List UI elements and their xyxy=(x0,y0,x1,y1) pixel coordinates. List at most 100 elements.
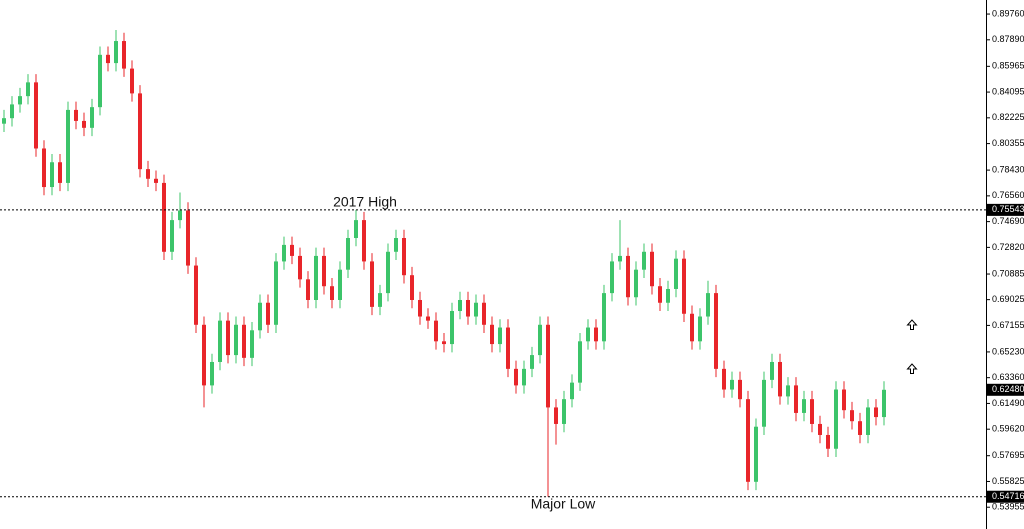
price-tag xyxy=(987,490,1024,503)
candle-body xyxy=(474,302,478,317)
candle-body xyxy=(674,258,678,289)
candle-body xyxy=(786,385,790,397)
candle-body xyxy=(866,407,870,435)
candle-body xyxy=(242,324,246,358)
candle-body xyxy=(802,399,806,413)
candle-body xyxy=(538,324,542,356)
candle-body xyxy=(434,320,438,342)
candle-body xyxy=(58,162,62,183)
candle-body xyxy=(378,293,382,307)
candle-body xyxy=(882,389,886,418)
candle-body xyxy=(146,169,150,179)
candle-body xyxy=(210,361,214,386)
candle-body xyxy=(818,423,822,435)
candle-body xyxy=(66,109,70,183)
candle-body xyxy=(842,389,846,411)
candle-body xyxy=(850,410,854,422)
candle-body xyxy=(162,182,166,252)
y-tick-label: 0.70885 xyxy=(992,268,1024,278)
candle-body xyxy=(370,261,374,307)
y-tick-label: 0.85965 xyxy=(992,61,1024,71)
y-tick-label: 0.80355 xyxy=(992,138,1024,148)
candle-body xyxy=(562,399,566,424)
candle-body xyxy=(770,361,774,380)
y-tick-label: 0.82225 xyxy=(992,112,1024,122)
candle-body xyxy=(186,210,190,266)
candle-body xyxy=(778,361,782,397)
candle-body xyxy=(442,341,446,345)
candle-body xyxy=(690,313,694,342)
candle-body xyxy=(154,178,158,183)
y-tick-label: 0.61490 xyxy=(992,398,1024,408)
candle-body xyxy=(314,255,318,300)
candle-body xyxy=(418,299,422,317)
candle-body xyxy=(666,288,670,303)
candle-body xyxy=(490,324,494,345)
candle-body xyxy=(362,220,366,262)
candle-body xyxy=(298,255,302,280)
candle-body xyxy=(794,385,798,413)
candle-body xyxy=(610,261,614,294)
candle-body xyxy=(394,238,398,252)
candle-body xyxy=(218,320,222,362)
candle-body xyxy=(570,382,574,400)
candle-body xyxy=(74,109,78,121)
candle-body xyxy=(178,210,182,221)
annotation: Major Low xyxy=(531,495,596,511)
y-tick-label: 0.72820 xyxy=(992,242,1024,252)
candle-body xyxy=(170,220,174,252)
candle-body xyxy=(26,82,30,97)
candle-body xyxy=(258,302,262,331)
candle-body xyxy=(50,162,54,188)
candle-body xyxy=(754,426,758,482)
candle-body xyxy=(650,251,654,287)
y-tick-label: 0.63360 xyxy=(992,372,1024,382)
candle-body xyxy=(546,324,550,408)
candle-body xyxy=(514,368,518,386)
candle-body xyxy=(282,244,286,262)
candle-body xyxy=(306,279,310,300)
candle-body xyxy=(322,255,326,287)
candle-body xyxy=(34,82,38,149)
candle-body xyxy=(338,269,342,300)
candle-body xyxy=(706,293,710,317)
candle-body xyxy=(2,118,6,124)
y-tick-label: 0.69025 xyxy=(992,294,1024,304)
candle-body xyxy=(498,327,502,345)
candle-body xyxy=(274,261,278,325)
candle-body xyxy=(530,355,534,369)
candle-body xyxy=(506,327,510,369)
candle-body xyxy=(130,68,134,94)
y-tick-label: 0.78430 xyxy=(992,164,1024,174)
y-tick-label: 0.67155 xyxy=(992,320,1024,330)
candle-body xyxy=(138,93,142,170)
annotation: 2017 High xyxy=(333,194,397,210)
candle-body xyxy=(458,299,462,312)
candle-body xyxy=(82,120,86,128)
candle-body xyxy=(858,421,862,435)
candle-body xyxy=(586,327,590,342)
candle-body xyxy=(738,379,742,400)
candle-body xyxy=(290,244,294,256)
candle-body xyxy=(194,265,198,325)
candle-body xyxy=(402,238,406,276)
price-tag-label: 0.62480 xyxy=(992,384,1024,394)
candle-body xyxy=(634,269,638,298)
candle-body xyxy=(346,238,350,270)
candle-body xyxy=(698,316,702,342)
candle-body xyxy=(602,293,606,342)
candle-body xyxy=(466,299,470,317)
candle-body xyxy=(826,434,830,449)
price-tag-label: 0.75543 xyxy=(992,204,1024,214)
candle-body xyxy=(410,275,414,300)
candle-body xyxy=(618,255,622,262)
candle-body xyxy=(594,327,598,342)
y-tick-label: 0.89760 xyxy=(992,8,1024,18)
candle-body xyxy=(810,399,814,424)
candle-body xyxy=(626,255,630,298)
candle-body xyxy=(106,54,110,64)
candle-body xyxy=(578,341,582,383)
candle-body xyxy=(762,379,766,427)
